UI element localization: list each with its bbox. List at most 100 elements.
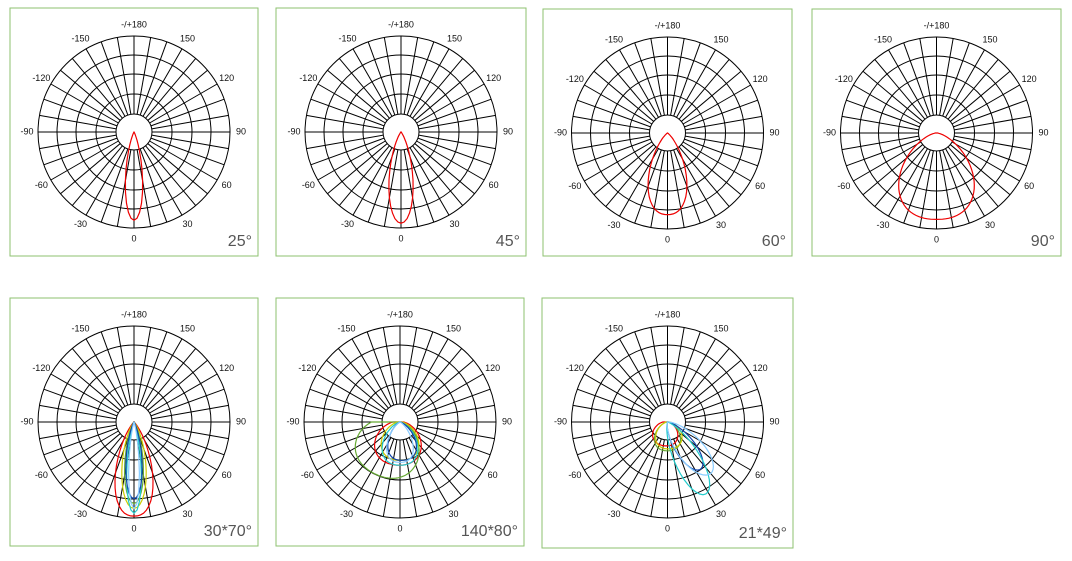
grid-spoke — [406, 41, 435, 116]
grid-spoke — [402, 327, 418, 405]
grid-spoke — [411, 348, 463, 409]
panel-border — [541, 297, 794, 549]
grid-spoke — [678, 348, 730, 409]
grid-spoke — [142, 338, 183, 407]
angle-label: 150 — [446, 324, 461, 334]
grid-spoke — [919, 150, 934, 228]
grid-spoke — [903, 149, 931, 224]
grid-spoke — [412, 145, 464, 206]
angle-label: 30 — [985, 220, 995, 230]
grid-spoke — [352, 147, 393, 216]
grid-spoke — [43, 427, 118, 456]
angle-label: 90 — [502, 416, 512, 426]
grid-spoke — [149, 83, 218, 124]
grid-spoke — [416, 427, 491, 456]
angle-label: -60 — [35, 180, 48, 190]
grid-spoke — [418, 114, 496, 130]
grid-spoke — [682, 141, 751, 182]
angle-label: -/+180 — [655, 20, 681, 30]
angle-label: 90 — [769, 416, 779, 426]
grid-spoke — [584, 84, 653, 125]
angle-label: -90 — [287, 126, 300, 136]
grid-spoke — [650, 38, 665, 116]
polar-panel: -/+180 150 120 90 60 30 0 -30 -60 -90 -120 -150 60° — [542, 8, 793, 257]
grid-spoke — [680, 359, 742, 411]
grid-spoke — [306, 114, 384, 130]
panel-caption: 25° — [228, 233, 252, 250]
angle-label: 60 — [488, 470, 498, 480]
angle-label: -150 — [338, 34, 356, 44]
grid-spoke — [309, 388, 384, 417]
grid-spoke — [874, 59, 926, 120]
angle-label: -60 — [837, 181, 850, 191]
grid-spoke — [43, 388, 118, 417]
grid-spoke — [605, 146, 657, 207]
grid-spoke — [412, 58, 464, 119]
angle-label: -150 — [605, 35, 623, 45]
angle-label: 90 — [1038, 127, 1048, 137]
grid-spoke — [572, 135, 650, 151]
intensity-curve — [647, 132, 688, 216]
grid-spoke — [584, 141, 653, 182]
angle-label: 120 — [219, 73, 234, 83]
grid-spoke — [605, 435, 657, 496]
angle-label: 120 — [486, 73, 501, 83]
grid-spoke — [417, 98, 492, 127]
angle-label: -30 — [340, 509, 353, 519]
grid-spoke — [60, 359, 121, 411]
intensity-curve — [898, 132, 975, 221]
angle-label: 120 — [485, 363, 500, 373]
grid-spoke — [853, 84, 922, 125]
angle-label: -60 — [302, 180, 315, 190]
intensity-curve — [114, 421, 154, 517]
angle-label: -60 — [35, 470, 48, 480]
grid-spoke — [853, 141, 922, 182]
grid-spoke — [71, 348, 123, 409]
grid-spoke — [841, 135, 919, 151]
angle-label: -30 — [74, 219, 87, 229]
angle-label: -30 — [74, 509, 87, 519]
angle-label: -/+180 — [924, 20, 950, 30]
grid-spoke — [577, 99, 651, 128]
angle-label: -60 — [568, 181, 581, 191]
grid-spoke — [650, 439, 665, 517]
grid-spoke — [650, 150, 665, 228]
grid-spoke — [145, 145, 197, 206]
grid-spoke — [150, 137, 225, 166]
grid-spoke — [310, 98, 385, 127]
angle-label: 150 — [713, 324, 728, 334]
angle-label: 0 — [131, 523, 136, 533]
panel-border — [275, 297, 525, 547]
angle-label: -90 — [20, 416, 33, 426]
grid-spoke — [151, 114, 229, 130]
grid-spoke — [317, 83, 386, 124]
angle-label: 0 — [397, 523, 402, 533]
grid-spoke — [682, 373, 751, 414]
grid-spoke — [572, 424, 650, 440]
angle-label: -120 — [32, 363, 50, 373]
grid-spoke — [634, 438, 662, 513]
grid-spoke — [593, 144, 655, 196]
grid-spoke — [116, 327, 132, 405]
grid-spoke — [682, 84, 751, 125]
grid-spoke — [39, 404, 117, 420]
grid-spoke — [417, 137, 492, 166]
grid-spoke — [327, 143, 388, 195]
angle-label: 0 — [131, 233, 136, 243]
grid-spoke — [673, 438, 701, 513]
grid-spoke — [405, 438, 434, 513]
grid-spoke — [100, 41, 129, 116]
grid-spoke — [305, 404, 383, 420]
grid-spoke — [310, 137, 385, 166]
grid-spoke — [951, 84, 1020, 125]
polar-panel: -/+180 150 120 90 60 30 0 -30 -60 -90 -120 -150 25° — [9, 7, 259, 257]
grid-spoke — [954, 135, 1032, 151]
grid-spoke — [650, 327, 665, 405]
grid-spoke — [417, 424, 495, 440]
grid-spoke — [43, 98, 118, 127]
panel-caption: 140*80° — [461, 523, 518, 540]
grid-spoke — [605, 348, 657, 409]
panel-border — [542, 8, 793, 257]
grid-spoke — [418, 134, 496, 150]
grid-spoke — [678, 146, 730, 207]
